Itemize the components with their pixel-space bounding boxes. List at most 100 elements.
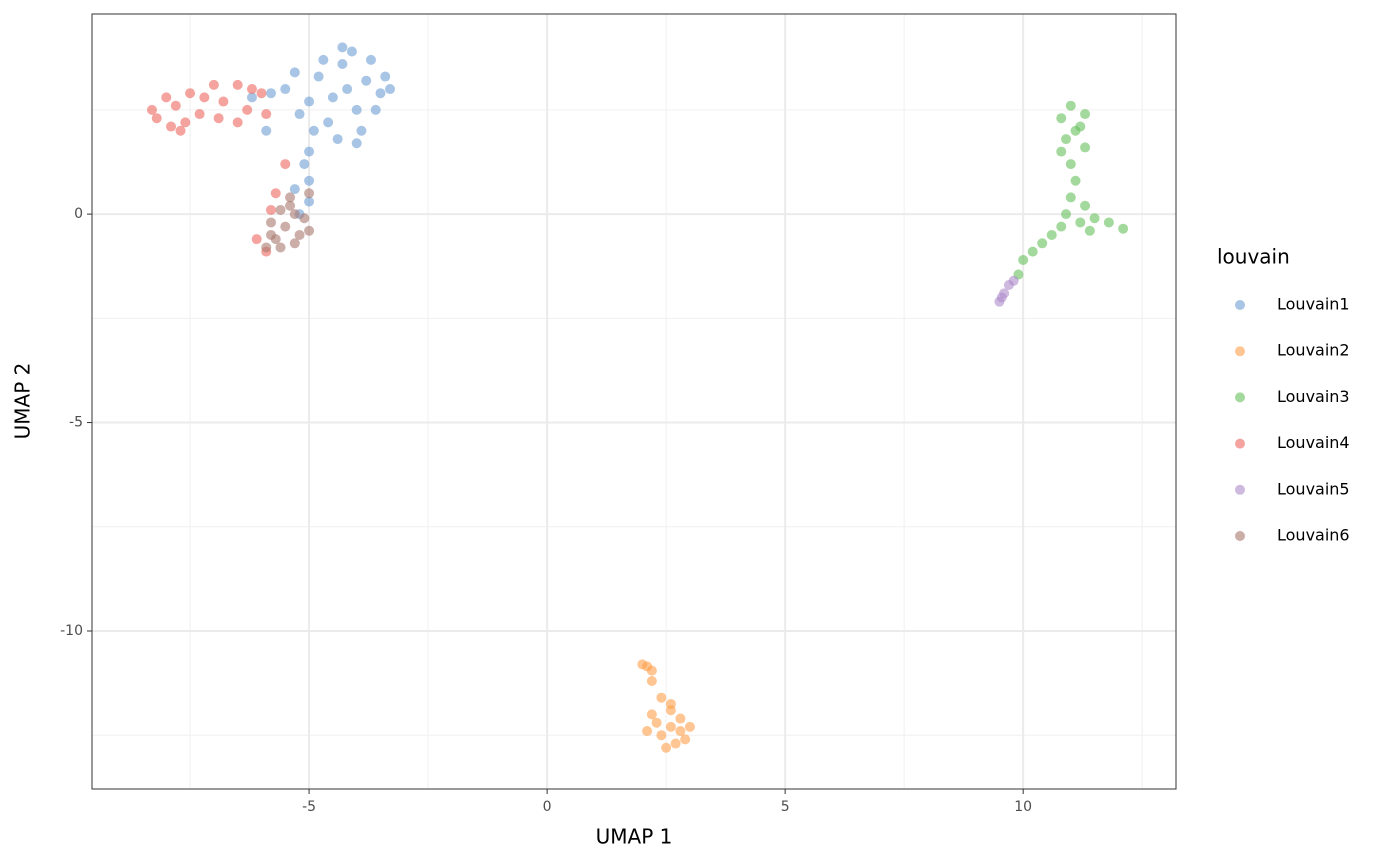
- point: [199, 92, 210, 103]
- point: [375, 88, 386, 99]
- legend-key: [1235, 484, 1245, 495]
- legend-label: Louvain4: [1277, 433, 1350, 452]
- legend-label: Louvain3: [1277, 387, 1350, 406]
- point: [1061, 134, 1072, 145]
- point: [246, 92, 257, 103]
- point: [346, 46, 357, 57]
- point: [246, 84, 257, 95]
- point: [275, 242, 286, 253]
- point: [1065, 159, 1076, 170]
- point: [1056, 221, 1067, 232]
- point: [656, 692, 667, 703]
- point: [1065, 100, 1076, 111]
- point: [651, 717, 662, 728]
- point: [266, 204, 277, 215]
- point: [365, 54, 376, 65]
- points: [146, 42, 1129, 753]
- x-tick-label: 5: [781, 799, 790, 815]
- legend-label: Louvain5: [1277, 479, 1350, 498]
- point: [1008, 275, 1019, 286]
- y-tick-label: -5: [69, 415, 83, 431]
- point: [351, 104, 362, 115]
- point: [385, 84, 396, 95]
- point: [256, 88, 267, 99]
- point: [380, 71, 391, 82]
- y-axis-title: UMAP 2: [11, 363, 35, 440]
- point: [161, 92, 172, 103]
- point: [208, 79, 219, 90]
- point: [1061, 209, 1072, 220]
- point: [304, 146, 315, 157]
- point: [665, 721, 676, 732]
- point: [351, 138, 362, 149]
- point: [304, 96, 315, 107]
- point: [370, 104, 381, 115]
- point: [1084, 225, 1095, 236]
- point: [646, 676, 657, 687]
- point: [261, 109, 272, 120]
- point: [280, 221, 291, 232]
- point: [304, 196, 315, 207]
- point: [289, 184, 300, 195]
- point: [1089, 213, 1100, 224]
- point: [1075, 121, 1086, 132]
- legend-label: Louvain6: [1277, 526, 1350, 545]
- point: [1118, 223, 1129, 234]
- point: [1027, 246, 1038, 257]
- point: [1037, 238, 1048, 249]
- point: [285, 192, 296, 203]
- x-tick-label: 10: [1014, 799, 1032, 815]
- point: [175, 125, 186, 136]
- point: [356, 125, 367, 136]
- point: [1056, 146, 1067, 157]
- point: [361, 75, 372, 86]
- point: [656, 730, 667, 741]
- point: [1103, 217, 1114, 228]
- x-tick-label: -5: [302, 799, 316, 815]
- point: [313, 71, 324, 82]
- panel-border: [91, 13, 1177, 790]
- point: [289, 209, 300, 220]
- x-tick-label: 0: [543, 799, 552, 815]
- point: [289, 67, 300, 78]
- point: [675, 726, 686, 737]
- point: [299, 159, 310, 170]
- point: [294, 229, 305, 240]
- point: [680, 734, 691, 745]
- point: [318, 54, 329, 65]
- point: [280, 84, 291, 95]
- point: [996, 292, 1007, 303]
- point: [180, 117, 191, 128]
- y-tick-label: 0: [74, 206, 83, 222]
- legend-key: [1235, 346, 1245, 357]
- point: [185, 88, 196, 99]
- point: [266, 229, 277, 240]
- legend-key: [1235, 531, 1245, 541]
- point: [642, 726, 653, 737]
- point: [170, 100, 181, 111]
- point: [342, 84, 353, 95]
- point: [1018, 254, 1029, 265]
- point: [270, 188, 281, 199]
- point: [646, 665, 657, 676]
- point: [1080, 200, 1091, 211]
- point: [261, 242, 272, 253]
- point: [1080, 142, 1091, 153]
- point: [232, 117, 243, 128]
- point: [194, 109, 205, 120]
- point: [1075, 217, 1086, 228]
- point: [213, 113, 224, 124]
- point: [332, 134, 343, 145]
- point: [251, 234, 262, 245]
- point: [285, 200, 296, 211]
- point: [304, 188, 315, 199]
- legend-title: louvain: [1217, 245, 1290, 269]
- point: [275, 204, 286, 215]
- legend-label: Louvain1: [1277, 295, 1350, 314]
- point: [1070, 175, 1081, 186]
- point: [294, 109, 305, 120]
- point: [232, 79, 243, 90]
- legend-label: Louvain2: [1277, 341, 1350, 360]
- point: [661, 742, 672, 753]
